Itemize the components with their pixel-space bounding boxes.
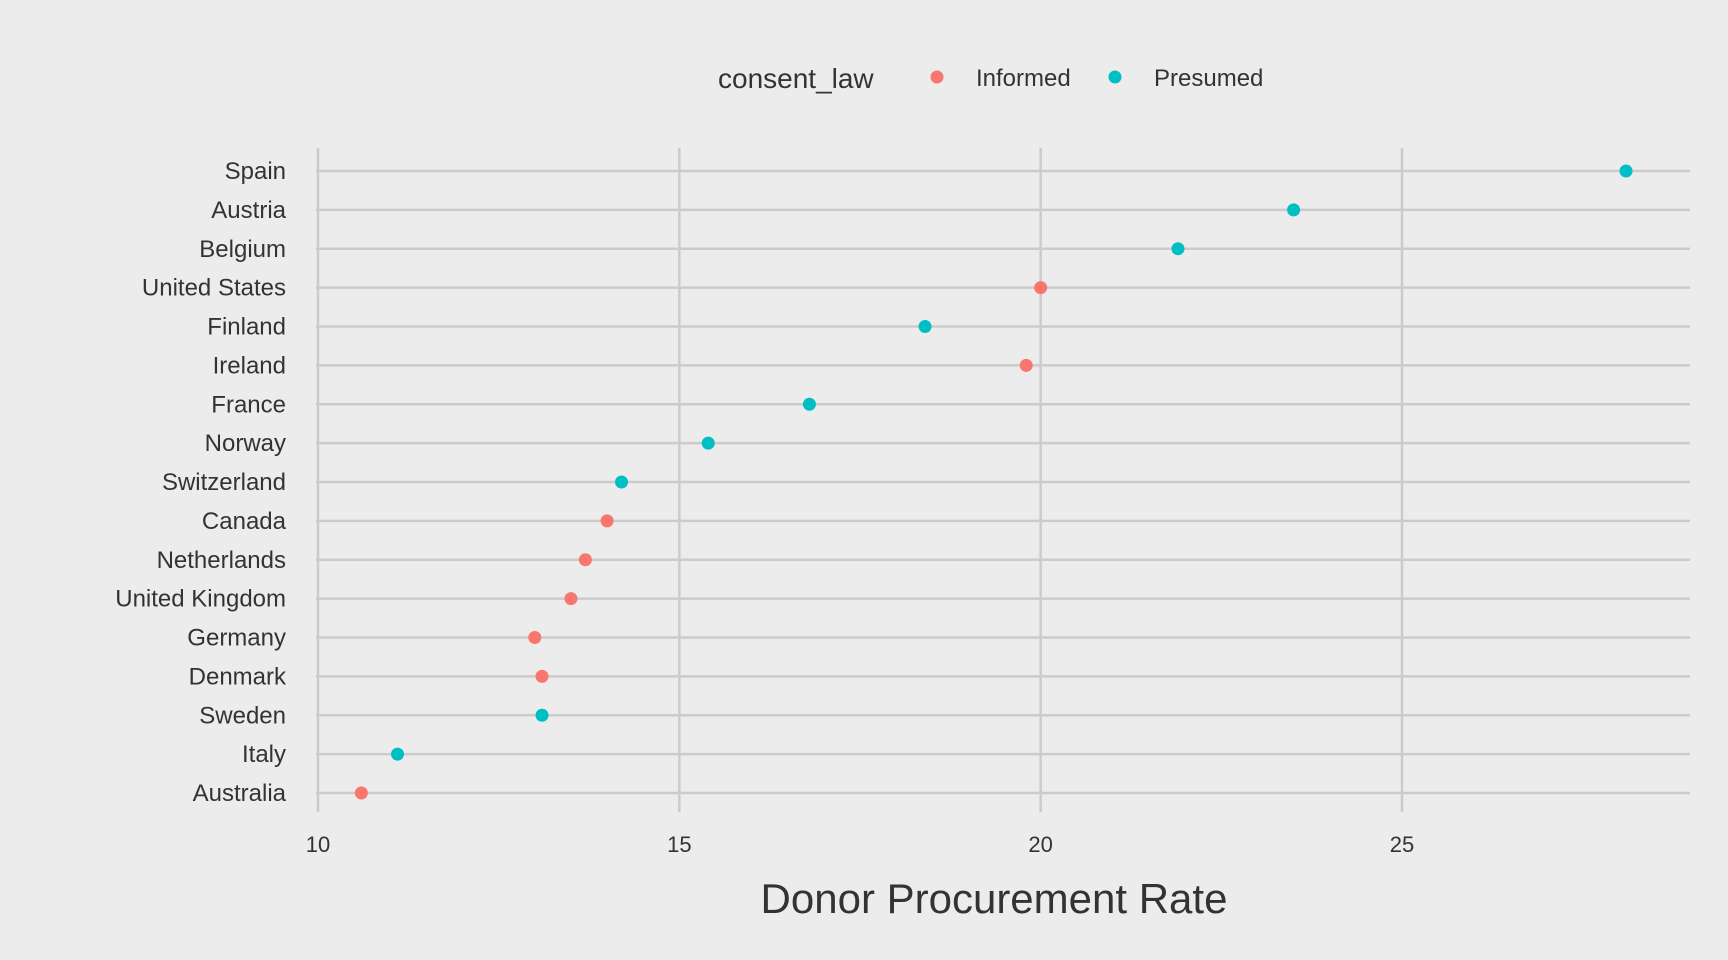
point-austria [1287, 203, 1301, 217]
y-tick-label-spain: Spain [225, 158, 286, 185]
x-tick-label-20: 20 [1028, 832, 1052, 857]
y-tick-label-australia: Australia [193, 780, 287, 807]
legend-title: consent_law [718, 63, 874, 94]
x-tick-label-10: 10 [306, 832, 330, 857]
vertical-gridlines [316, 148, 1404, 812]
y-axis-tick-labels: Spain Austria Belgium United States Finland I… [115, 158, 287, 807]
legend-key-presumed [1108, 70, 1122, 84]
legend-entry-presumed: Presumed [1108, 65, 1263, 92]
point-netherlands [578, 553, 592, 567]
point-italy [390, 747, 404, 761]
point-denmark [535, 669, 549, 683]
x-tick-label-15: 15 [667, 832, 691, 857]
y-tick-label-canada: Canada [202, 508, 287, 535]
point-sweden [535, 708, 549, 722]
y-tick-label-sweden: Sweden [199, 702, 286, 729]
point-germany [528, 631, 542, 644]
legend: consent_law Informed Presumed [718, 63, 1263, 94]
y-tick-label-germany: Germany [187, 625, 286, 652]
y-tick-label-france: France [211, 391, 286, 418]
point-belgium [1171, 242, 1185, 256]
point-united-kingdom [564, 592, 578, 606]
y-tick-label-austria: Austria [211, 197, 286, 224]
y-tick-label-italy: Italy [242, 741, 286, 768]
y-tick-label-netherlands: Netherlands [157, 547, 286, 574]
y-tick-label-ireland: Ireland [213, 352, 286, 379]
y-tick-label-switzerland: Switzerland [162, 469, 286, 496]
x-tick-label-25: 25 [1390, 832, 1414, 857]
y-tick-label-united-states: United States [142, 275, 286, 302]
point-switzerland [615, 475, 629, 489]
point-ireland [1019, 358, 1033, 372]
legend-label-presumed: Presumed [1154, 65, 1263, 92]
x-axis-title: Donor Procurement Rate [761, 875, 1228, 922]
y-tick-label-denmark: Denmark [189, 663, 287, 690]
legend-label-informed: Informed [976, 65, 1071, 92]
point-spain [1619, 164, 1633, 178]
point-norway [701, 436, 715, 450]
point-finland [918, 320, 932, 333]
legend-key-informed [930, 70, 944, 84]
data-points [354, 164, 1633, 800]
legend-entry-informed: Informed [930, 65, 1071, 92]
x-axis-tick-labels: 10 15 20 25 [306, 832, 1414, 857]
point-united-states [1034, 281, 1048, 295]
point-canada [600, 514, 614, 528]
point-australia [354, 786, 368, 800]
y-tick-label-belgium: Belgium [199, 236, 286, 263]
y-tick-label-norway: Norway [205, 430, 286, 457]
point-france [802, 397, 816, 411]
y-tick-label-united-kingdom: United Kingdom [115, 586, 286, 613]
y-tick-label-finland: Finland [207, 314, 286, 341]
